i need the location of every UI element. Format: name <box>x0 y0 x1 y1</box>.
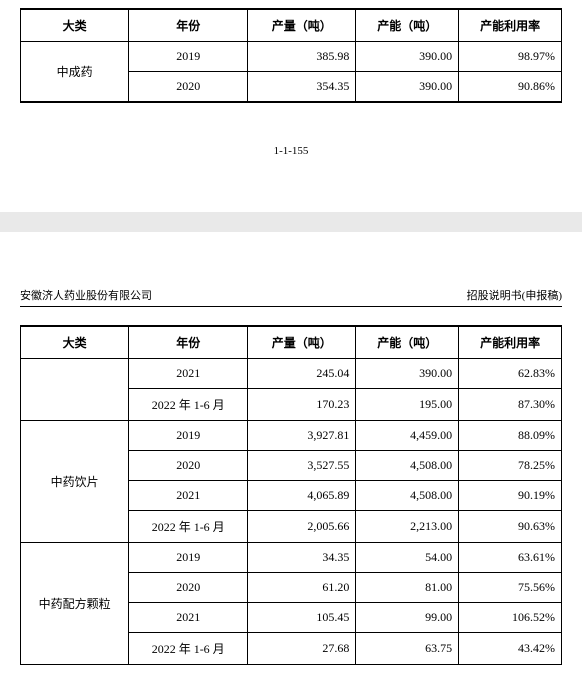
utilization-cell: 43.42% <box>459 633 562 665</box>
table-row: 中药配方颗粒201934.3554.0063.61% <box>21 543 562 573</box>
header-utilization: 产能利用率 <box>459 326 562 359</box>
table-row: 2021245.04390.0062.83% <box>21 359 562 389</box>
category-cell <box>21 359 129 421</box>
year-cell: 2022 年 1-6 月 <box>129 633 248 665</box>
utilization-cell: 63.61% <box>459 543 562 573</box>
year-cell: 2019 <box>129 421 248 451</box>
capacity-cell: 390.00 <box>356 72 459 103</box>
production-cell: 354.35 <box>248 72 356 103</box>
table-row: 中药饮片20193,927.814,459.0088.09% <box>21 421 562 451</box>
header-capacity: 产能（吨） <box>356 326 459 359</box>
document-header: 安徽济人药业股份有限公司 招股说明书(申报稿) <box>20 287 562 307</box>
year-cell: 2019 <box>129 42 248 72</box>
production-cell: 245.04 <box>248 359 356 389</box>
utilization-cell: 75.56% <box>459 573 562 603</box>
production-cell: 3,527.55 <box>248 451 356 481</box>
utilization-cell: 90.86% <box>459 72 562 103</box>
production-cell: 2,005.66 <box>248 511 356 543</box>
page-number: 1-1-155 <box>20 145 562 157</box>
category-cell: 中药饮片 <box>21 421 129 543</box>
year-cell: 2020 <box>129 72 248 103</box>
capacity-cell: 390.00 <box>356 42 459 72</box>
production-cell: 61.20 <box>248 573 356 603</box>
utilization-cell: 90.63% <box>459 511 562 543</box>
year-cell: 2021 <box>129 603 248 633</box>
utilization-cell: 90.19% <box>459 481 562 511</box>
header-year: 年份 <box>129 9 248 42</box>
utilization-cell: 87.30% <box>459 389 562 421</box>
production-cell: 170.23 <box>248 389 356 421</box>
capacity-cell: 4,508.00 <box>356 451 459 481</box>
year-cell: 2022 年 1-6 月 <box>129 511 248 543</box>
main-production-table: 大类 年份 产量（吨） 产能（吨） 产能利用率 2021245.04390.00… <box>20 325 562 665</box>
production-cell: 27.68 <box>248 633 356 665</box>
table-header-row: 大类 年份 产量（吨） 产能（吨） 产能利用率 <box>21 326 562 359</box>
document-title: 招股说明书(申报稿) <box>467 287 562 303</box>
category-cell: 中药配方颗粒 <box>21 543 129 665</box>
header-category: 大类 <box>21 9 129 42</box>
utilization-cell: 88.09% <box>459 421 562 451</box>
category-cell: 中成药 <box>21 42 129 103</box>
table-header-row: 大类 年份 产量（吨） 产能（吨） 产能利用率 <box>21 9 562 42</box>
company-name: 安徽济人药业股份有限公司 <box>20 287 152 303</box>
capacity-cell: 4,508.00 <box>356 481 459 511</box>
year-cell: 2022 年 1-6 月 <box>129 389 248 421</box>
capacity-cell: 2,213.00 <box>356 511 459 543</box>
production-cell: 3,927.81 <box>248 421 356 451</box>
capacity-cell: 81.00 <box>356 573 459 603</box>
year-cell: 2019 <box>129 543 248 573</box>
header-year: 年份 <box>129 326 248 359</box>
utilization-cell: 62.83% <box>459 359 562 389</box>
year-cell: 2021 <box>129 481 248 511</box>
capacity-cell: 99.00 <box>356 603 459 633</box>
table-row: 中成药2019385.98390.0098.97% <box>21 42 562 72</box>
header-production: 产量（吨） <box>248 9 356 42</box>
top-production-table: 大类 年份 产量（吨） 产能（吨） 产能利用率 中成药2019385.98390… <box>20 8 562 103</box>
production-cell: 34.35 <box>248 543 356 573</box>
year-cell: 2020 <box>129 573 248 603</box>
capacity-cell: 54.00 <box>356 543 459 573</box>
capacity-cell: 63.75 <box>356 633 459 665</box>
production-cell: 385.98 <box>248 42 356 72</box>
header-production: 产量（吨） <box>248 326 356 359</box>
header-utilization: 产能利用率 <box>459 9 562 42</box>
year-cell: 2020 <box>129 451 248 481</box>
header-category: 大类 <box>21 326 129 359</box>
utilization-cell: 78.25% <box>459 451 562 481</box>
page-separator <box>0 212 582 232</box>
capacity-cell: 4,459.00 <box>356 421 459 451</box>
capacity-cell: 195.00 <box>356 389 459 421</box>
production-cell: 105.45 <box>248 603 356 633</box>
year-cell: 2021 <box>129 359 248 389</box>
header-capacity: 产能（吨） <box>356 9 459 42</box>
utilization-cell: 98.97% <box>459 42 562 72</box>
capacity-cell: 390.00 <box>356 359 459 389</box>
utilization-cell: 106.52% <box>459 603 562 633</box>
production-cell: 4,065.89 <box>248 481 356 511</box>
